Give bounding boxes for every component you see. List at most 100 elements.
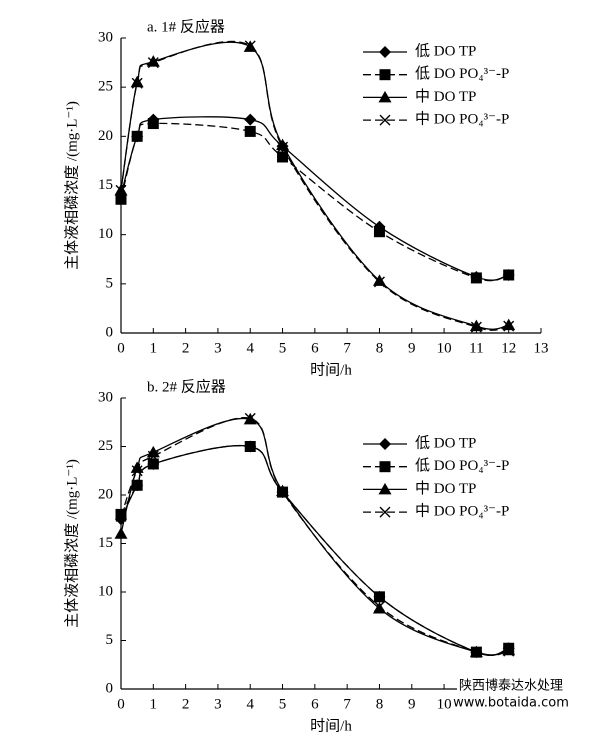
chart-title: a. 1# 反应器 (147, 17, 225, 35)
legend-label: 低 DO TP (415, 42, 476, 59)
y-tick-label: 15 (98, 535, 113, 551)
y-tick-label: 0 (106, 324, 114, 340)
legend-marker (379, 506, 391, 518)
point (244, 113, 257, 126)
point (115, 184, 127, 196)
y-tick-label: 20 (98, 128, 113, 144)
watermark-box (457, 676, 565, 712)
point (503, 269, 515, 281)
series-line (120, 122, 509, 282)
point (502, 318, 516, 331)
x-tick-label: 9 (408, 696, 416, 712)
y-tick-label: 25 (98, 438, 113, 454)
series-line (120, 445, 509, 656)
x-tick-label: 13 (534, 340, 549, 356)
x-tick-label: 0 (117, 696, 125, 712)
y-tick-label: 10 (98, 583, 113, 599)
point (244, 441, 256, 452)
series-line (120, 41, 509, 330)
point (244, 412, 256, 424)
y-tick-label: 5 (106, 275, 114, 291)
y-tick-label: 30 (98, 389, 113, 405)
point (277, 141, 289, 153)
point (146, 55, 160, 67)
y-tick-label: 10 (98, 226, 113, 242)
x-axis-label: 时间/h (310, 361, 352, 378)
point (373, 226, 385, 238)
point (131, 130, 143, 142)
x-tick-label: 2 (182, 696, 190, 712)
x-tick-label: 2 (182, 340, 190, 356)
x-tick-label: 0 (117, 340, 125, 356)
legend-marker (379, 69, 391, 81)
point (115, 193, 127, 205)
y-tick-label: 0 (106, 680, 114, 696)
point (470, 321, 482, 333)
x-tick-label: 6 (311, 340, 319, 356)
x-tick-label: 6 (311, 696, 319, 712)
point (372, 274, 386, 286)
series-line (120, 417, 509, 656)
x-tick-label: 5 (279, 340, 287, 356)
point (470, 646, 482, 658)
x-tick-label: 10 (437, 340, 452, 356)
legend-label: 中 DO TP (415, 480, 476, 497)
point (244, 40, 256, 52)
point (276, 138, 290, 151)
y-tick-label: 30 (98, 29, 113, 45)
legend-label: 低 DO TP (415, 434, 476, 451)
y-tick-label: 15 (98, 177, 113, 193)
x-tick-label: 4 (246, 696, 254, 712)
point (147, 118, 159, 130)
x-tick-label: 11 (469, 340, 483, 356)
y-tick-label: 20 (98, 486, 113, 502)
x-tick-label: 7 (343, 340, 351, 356)
legend-marker (379, 461, 391, 473)
legend-label: 中 DO PO₄³⁻-P (415, 503, 509, 520)
x-tick-label: 7 (343, 696, 351, 712)
x-tick-label: 10 (437, 696, 452, 712)
legend-marker (378, 482, 392, 495)
y-tick-label: 5 (106, 632, 114, 648)
series-line (120, 40, 509, 331)
legend-marker (379, 438, 391, 450)
point (276, 484, 290, 497)
legend-marker (379, 46, 391, 58)
point (115, 510, 127, 522)
y-axis-label: 主体液相磷浓度 /(mg·L⁻¹) (63, 101, 80, 270)
x-tick-label: 3 (214, 696, 222, 712)
x-tick-label: 8 (376, 696, 384, 712)
y-tick-label: 25 (98, 79, 113, 95)
watermark: www.botaida.com (453, 696, 569, 711)
x-tick-label: 12 (501, 340, 516, 356)
chart-title: b. 2# 反应器 (147, 377, 226, 395)
point (470, 272, 482, 284)
legend-marker (378, 90, 392, 103)
y-axis-label: 主体液相磷浓度 /(mg·L⁻¹) (63, 459, 80, 628)
point (131, 479, 143, 491)
point (131, 77, 143, 89)
point (277, 151, 289, 163)
x-tick-label: 5 (279, 696, 287, 712)
point (502, 643, 516, 656)
point (244, 125, 256, 137)
point (114, 527, 128, 539)
point (373, 601, 385, 613)
point (147, 458, 159, 470)
series-line (120, 445, 509, 656)
x-tick-label: 8 (376, 340, 384, 356)
point (131, 465, 143, 477)
point (147, 57, 159, 69)
watermark: 陕西博泰达水处理 (459, 679, 563, 694)
point (373, 591, 385, 603)
point (503, 645, 515, 657)
point (503, 320, 515, 332)
x-tick-label: 1 (150, 696, 158, 712)
legend-marker (379, 114, 391, 126)
x-axis-label: 时间/h (310, 717, 352, 734)
x-tick-label: 4 (246, 340, 254, 356)
legend-label: 低 DO PO₄³⁻-P (415, 65, 509, 82)
x-tick-label: 3 (214, 340, 222, 356)
point (373, 276, 385, 288)
